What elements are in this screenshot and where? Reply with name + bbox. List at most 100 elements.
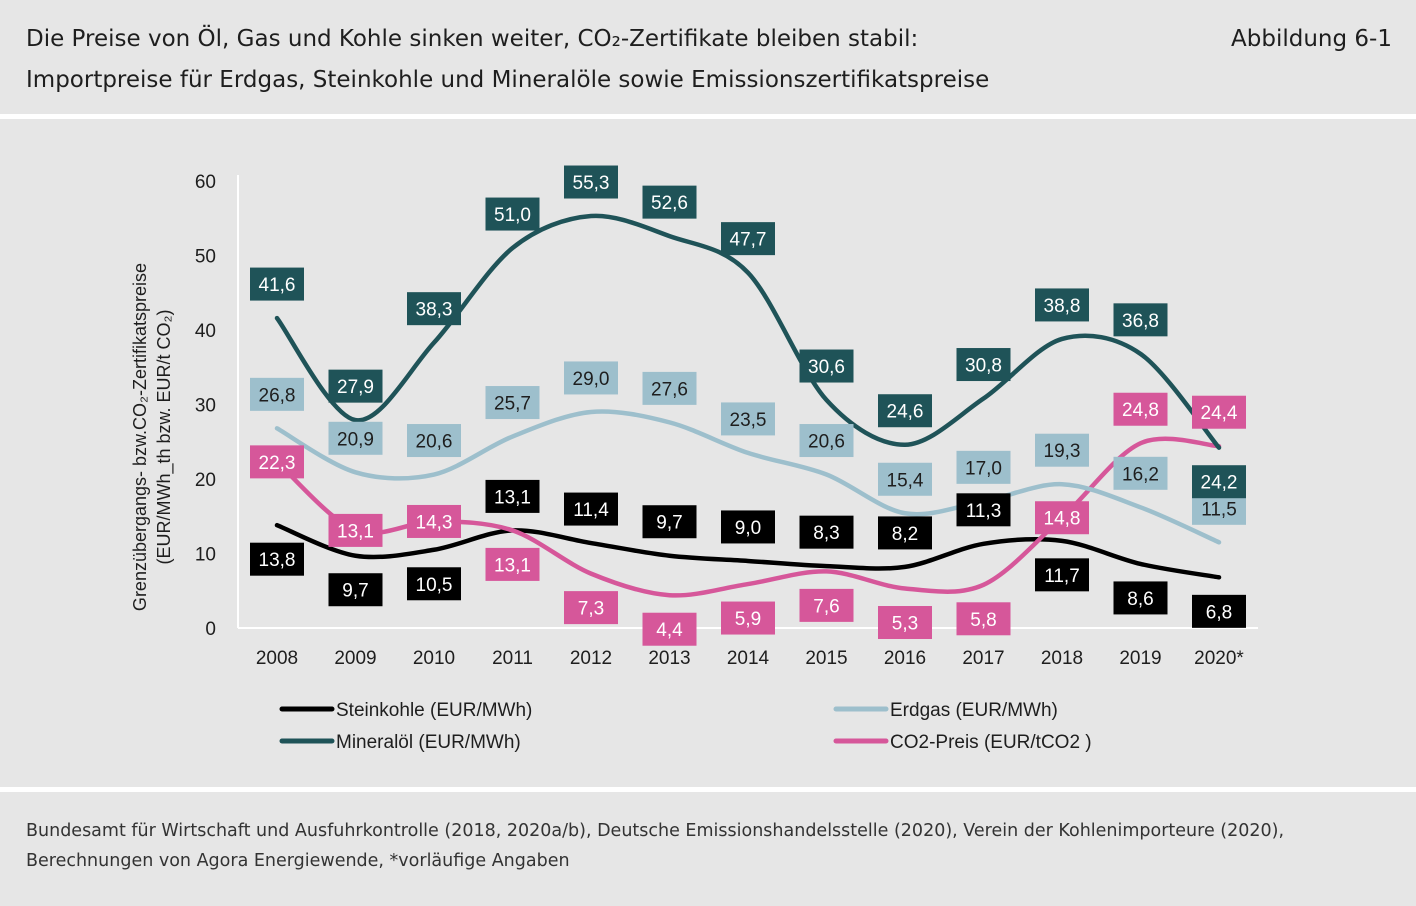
x-tick-label: 2011 bbox=[492, 648, 533, 669]
data-label-text: 9,7 bbox=[342, 581, 368, 602]
legend-item: Erdgas (EUR/MWh) bbox=[833, 700, 1058, 721]
source-note: Bundesamt für Wirtschaft und Ausfuhrkont… bbox=[26, 821, 1285, 871]
data-label-box bbox=[485, 197, 540, 231]
data-label-text: 8,6 bbox=[1127, 589, 1153, 610]
data-label-text: 11,4 bbox=[573, 500, 609, 521]
data-label: 11,3 bbox=[956, 493, 1011, 527]
data-label-text: 27,9 bbox=[337, 377, 374, 398]
data-label-box bbox=[878, 516, 932, 550]
data-label: 17,0 bbox=[956, 450, 1011, 484]
data-label: 10,5 bbox=[407, 567, 461, 601]
data-label-box bbox=[564, 165, 618, 199]
data-label-box bbox=[250, 267, 304, 301]
data-label: 38,8 bbox=[1035, 288, 1089, 322]
data-label-text: 14,8 bbox=[1044, 509, 1081, 530]
data-label-box bbox=[250, 377, 304, 411]
data-label: 24,6 bbox=[878, 394, 932, 428]
legend-label: Erdgas (EUR/MWh) bbox=[890, 700, 1058, 721]
data-label-box bbox=[485, 479, 540, 513]
data-label-box bbox=[250, 542, 304, 576]
axes: 0 10 20 30 40 50 60 2008 2009 2010 2011 2012 2013 201… bbox=[195, 172, 1258, 669]
data-label: 38,3 bbox=[407, 292, 461, 326]
data-label: 8,3 bbox=[799, 515, 854, 549]
data-label-box bbox=[878, 394, 932, 428]
data-label-text: 52,6 bbox=[651, 193, 688, 214]
data-label: 13,1 bbox=[485, 547, 540, 581]
data-label-box bbox=[878, 606, 932, 640]
data-label-box bbox=[485, 547, 540, 581]
data-label-box bbox=[328, 513, 383, 547]
x-tick-label: 2013 bbox=[648, 648, 690, 669]
data-label-box bbox=[799, 349, 854, 383]
chart-subtitle: Importpreise für Erdgas, Steinkohle und … bbox=[26, 67, 990, 93]
line-chart: Grenzübergangs- bzw.CO₂-Zertifikatspreis… bbox=[130, 165, 1258, 753]
y-tick-label: 40 bbox=[195, 321, 216, 342]
data-label-text: 38,8 bbox=[1044, 296, 1081, 317]
data-label-box bbox=[407, 424, 461, 458]
data-label: 29,0 bbox=[564, 361, 618, 395]
legend-item: CO2-Preis (EUR/tCO2 ) bbox=[833, 732, 1092, 753]
data-label-box bbox=[1113, 303, 1168, 337]
data-label-text: 14,3 bbox=[416, 512, 453, 533]
data-label-text: 5,8 bbox=[970, 610, 996, 631]
data-label: 27,9 bbox=[328, 369, 383, 403]
data-label-box bbox=[799, 588, 854, 622]
legend-item: Mineralöl (EUR/MWh) bbox=[279, 732, 521, 753]
data-label-text: 24,4 bbox=[1201, 403, 1238, 424]
data-label-box bbox=[721, 402, 775, 436]
legend-label: Mineralöl (EUR/MWh) bbox=[336, 732, 521, 753]
data-label-text: 11,3 bbox=[966, 501, 1002, 522]
data-label-text: 7,3 bbox=[578, 599, 604, 620]
data-label-text: 11,5 bbox=[1201, 499, 1237, 520]
data-label-box bbox=[642, 185, 697, 219]
data-label: 24,8 bbox=[1113, 392, 1168, 426]
data-label-text: 30,6 bbox=[808, 357, 845, 378]
data-label-box bbox=[721, 601, 775, 635]
data-label-box bbox=[564, 591, 618, 625]
data-label-box bbox=[328, 369, 383, 403]
data-label-box bbox=[250, 445, 304, 479]
data-label-box bbox=[407, 292, 461, 326]
data-label-box bbox=[799, 515, 854, 549]
chart-area: Grenzübergangs- bzw.CO₂-Zertifikatspreis… bbox=[0, 119, 1416, 787]
x-tick-label: 2010 bbox=[413, 648, 455, 669]
data-label-text: 5,9 bbox=[735, 609, 761, 630]
data-label-text: 13,1 bbox=[494, 487, 531, 508]
y-tick-label: 60 bbox=[195, 172, 216, 193]
x-tick-label: 2014 bbox=[727, 648, 770, 669]
data-label-box bbox=[1192, 594, 1246, 628]
y-tick-label: 10 bbox=[195, 545, 216, 566]
data-label-text: 19,3 bbox=[1044, 441, 1081, 462]
data-label-box bbox=[878, 462, 932, 496]
data-label-box bbox=[799, 424, 854, 458]
chart-title: Die Preise von Öl, Gas und Kohle sinken … bbox=[26, 26, 919, 52]
data-label-text: 20,6 bbox=[808, 432, 845, 453]
data-label: 51,0 bbox=[485, 197, 540, 231]
series-line bbox=[274, 522, 1222, 580]
data-label-text: 22,3 bbox=[259, 453, 296, 474]
legend-label: Steinkohle (EUR/MWh) bbox=[336, 700, 532, 721]
data-label-box bbox=[1113, 581, 1168, 615]
data-label-box bbox=[407, 504, 461, 538]
x-tick-label: 2020* bbox=[1194, 648, 1244, 669]
x-tick-label: 2012 bbox=[570, 648, 612, 669]
data-label: 22,3 bbox=[250, 445, 304, 479]
data-label-box bbox=[642, 505, 697, 539]
x-tick-label: 2017 bbox=[962, 648, 1004, 669]
y-axis-label-line1: Grenzübergangs- bzw.CO₂-Zertifikatspreis… bbox=[130, 263, 150, 611]
data-label-text: 16,2 bbox=[1122, 464, 1159, 485]
y-tick-label: 20 bbox=[195, 470, 216, 491]
data-label: 7,6 bbox=[799, 588, 854, 622]
data-label-text: 13,8 bbox=[259, 550, 296, 571]
data-labels: 26,8 20,9 20,6 25,7 29,0 27,6 23,5 20,6 15,4 17,0… bbox=[250, 165, 1246, 646]
data-label-text: 13,1 bbox=[494, 555, 531, 576]
data-label-text: 25,7 bbox=[494, 394, 531, 415]
data-label-text: 20,6 bbox=[416, 432, 453, 453]
data-label-text: 4,4 bbox=[656, 620, 683, 641]
data-label-text: 11,7 bbox=[1044, 566, 1080, 587]
data-label-text: 7,6 bbox=[813, 596, 839, 617]
data-label: 27,6 bbox=[642, 371, 697, 405]
data-label-text: 8,3 bbox=[813, 523, 839, 544]
data-label-box bbox=[1113, 456, 1168, 490]
data-label-text: 6,8 bbox=[1206, 602, 1232, 623]
